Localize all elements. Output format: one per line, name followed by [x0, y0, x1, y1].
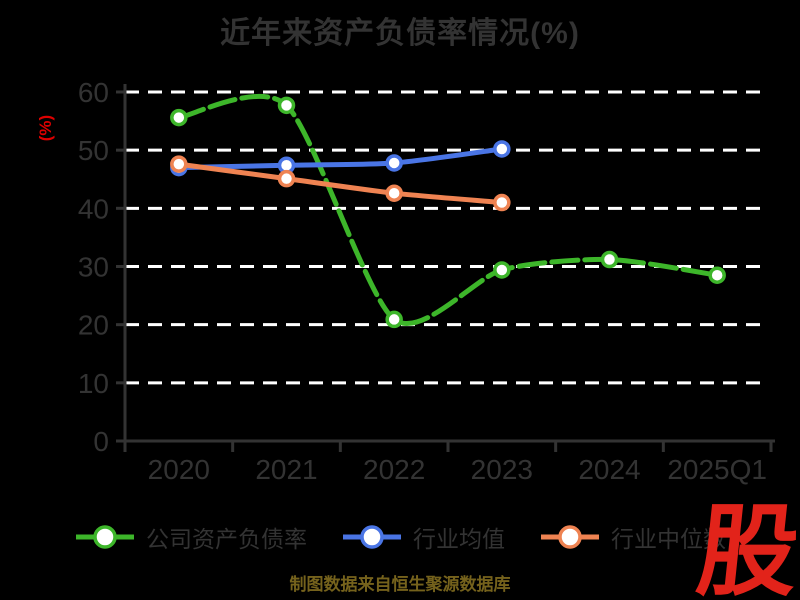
- chart-title: 近年来资产负债率情况(%): [220, 17, 580, 50]
- legend-label-company: 公司资产负债率: [146, 526, 307, 552]
- data-point: [493, 193, 511, 212]
- y-tick-label: 60: [78, 77, 109, 108]
- legend-item-industry-median[interactable]: 行业中位数: [539, 520, 726, 554]
- y-tick-label: 40: [78, 193, 109, 224]
- axes: [116, 84, 775, 452]
- x-tick-label: 2020: [148, 454, 210, 485]
- tick-labels: 0 10 20 30 40 50 60 2020 2021 2022 2023 2024 2025Q1: [78, 77, 767, 485]
- y-tick-label: 30: [78, 251, 109, 282]
- data-point: [600, 250, 619, 269]
- x-tick-label: 2021: [255, 454, 317, 485]
- legend-item-company[interactable]: 公司资产负债率: [74, 520, 307, 554]
- x-tick-label: 2025Q1: [667, 454, 767, 485]
- data-source-note: 制图数据来自恒生聚源数据库: [289, 575, 511, 594]
- data-point: [385, 184, 403, 202]
- data-point: [385, 310, 403, 329]
- legend-marker-industry-median-icon: [541, 525, 599, 549]
- data-point: [170, 155, 188, 173]
- series-公司资产负债率: [170, 93, 726, 329]
- data-point: [385, 154, 403, 172]
- stock-logo: 股: [692, 496, 800, 600]
- data-point: [708, 266, 726, 284]
- y-tick-label: 50: [78, 135, 109, 166]
- data-point: [493, 261, 511, 279]
- data-point: [277, 169, 296, 188]
- legend-label-industry-mean: 行业均值: [413, 526, 505, 552]
- x-tick-label: 2023: [471, 454, 533, 485]
- x-tick-label: 2022: [363, 454, 425, 485]
- y-tick-label: 0: [93, 426, 109, 457]
- legend-marker-industry-mean-icon: [343, 525, 401, 549]
- y-tick-label: 10: [78, 368, 109, 399]
- y-tick-label: 20: [78, 310, 109, 341]
- legend-marker-company-icon: [76, 525, 134, 549]
- legend-label-industry-median: 行业中位数: [611, 526, 726, 552]
- data-point: [277, 96, 296, 115]
- x-tick-label: 2024: [578, 454, 640, 485]
- data-point: [170, 108, 188, 127]
- series-行业中位数: [170, 155, 511, 212]
- data-point: [493, 140, 511, 158]
- legend: 公司资产负债率 行业均值 行业中位数: [0, 514, 800, 560]
- gridlines: [125, 90, 768, 385]
- legend-item-industry-mean[interactable]: 行业均值: [341, 520, 505, 554]
